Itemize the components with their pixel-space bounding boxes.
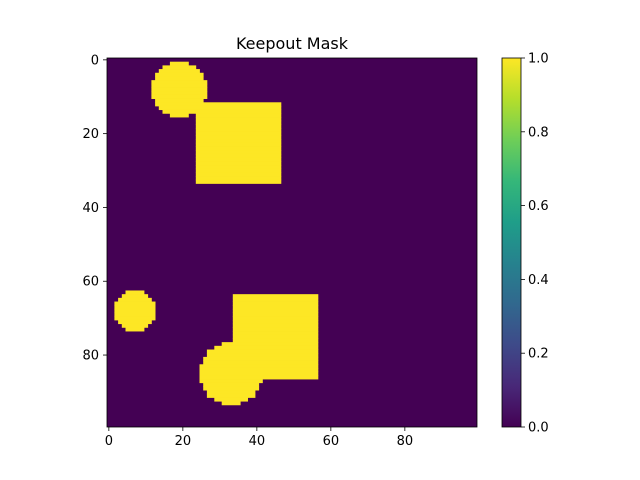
mask-cell-run <box>155 102 282 107</box>
mask-cell-run <box>195 131 282 136</box>
colorbar-tick-label: 0.2 <box>528 347 549 362</box>
y-tick-label: 60 <box>82 275 99 290</box>
mask-cell-run <box>195 153 282 159</box>
mask-cell-run <box>232 323 319 328</box>
x-tick-label: 20 <box>175 434 192 449</box>
mask-cell-run <box>199 379 263 384</box>
mask-cell-run <box>232 334 319 339</box>
mask-cell-run <box>118 297 152 302</box>
mask-cell-run <box>195 165 282 170</box>
mask-cell-run <box>199 367 319 373</box>
colorbar-tick-label: 1.0 <box>528 52 549 67</box>
mask-cell-run <box>195 146 282 151</box>
mask-cell-run <box>199 375 319 380</box>
mask-cell-run <box>114 308 156 314</box>
mask-cell-run <box>195 139 282 144</box>
mask-cell-run <box>151 80 208 85</box>
mask-cell-run <box>195 142 282 147</box>
mask-cell-run <box>232 331 319 336</box>
mask-cell-run <box>195 179 282 184</box>
mask-cell-run <box>221 342 319 347</box>
mask-cell-run <box>155 98 204 103</box>
mask-cell-run <box>155 72 204 77</box>
mask-cell-run <box>232 338 319 343</box>
mask-cell-run <box>162 65 197 70</box>
mask-cell-run <box>206 353 319 358</box>
mask-cell-run <box>206 349 319 354</box>
mask-cell-run <box>114 305 156 310</box>
mask-cell-run <box>169 113 189 118</box>
mask-cell-run <box>221 401 241 406</box>
x-tick-label: 0 <box>105 434 113 449</box>
mask-cell-run <box>232 319 319 325</box>
mask-cell-run <box>118 319 152 325</box>
mask-cell-run <box>232 297 319 302</box>
mask-cell-run <box>206 390 256 395</box>
mask-cell-run <box>158 105 282 111</box>
mask-cell-run <box>155 76 204 81</box>
y-tick-label: 80 <box>82 349 99 364</box>
mask-cell-run <box>195 168 282 173</box>
mask-cell-run <box>214 397 248 402</box>
colorbar-tick-label: 0.4 <box>528 273 549 288</box>
mask-cell-run <box>206 393 256 398</box>
mask-cell-run <box>203 360 319 365</box>
mask-cell-run <box>158 69 200 74</box>
heatmap-axes: 0 20 40 60 80 0 20 40 60 80 <box>82 53 478 449</box>
mask-cell-run <box>232 294 319 299</box>
mask-cell-run <box>195 161 282 166</box>
y-tick-label: 0 <box>91 53 99 68</box>
x-tick-label: 80 <box>397 434 414 449</box>
mask-cell-run <box>195 157 282 162</box>
mask-cell-run <box>195 135 282 140</box>
mask-cell-run <box>114 316 156 321</box>
colorbar: 0.0 0.2 0.4 0.6 0.8 1.0 <box>501 52 549 436</box>
mask-cell-run <box>195 117 282 122</box>
mask-cell-run <box>125 327 145 332</box>
mask-cell-run <box>125 290 145 295</box>
mask-cell-run <box>162 109 282 114</box>
plot-frame <box>106 57 478 428</box>
mask-cell-run <box>195 113 282 118</box>
mask-cell-run <box>232 301 319 306</box>
mask-cell-run <box>232 312 319 317</box>
colorbar-gradient <box>502 58 521 427</box>
colorbar-tick-label: 0.8 <box>528 125 549 140</box>
mask-cell-run <box>151 83 208 88</box>
mask-cell-run <box>114 312 156 317</box>
mask-cell-run <box>199 364 319 369</box>
y-tick-label: 20 <box>82 127 99 142</box>
mask-cell-run <box>121 323 149 328</box>
colorbar-frame <box>501 57 522 428</box>
mask-cell-run <box>195 150 282 155</box>
x-tick-label: 60 <box>323 434 340 449</box>
mask-cell-run <box>199 371 319 376</box>
mask-cell-run <box>203 386 260 391</box>
mask-cell-run <box>195 172 282 177</box>
x-tick-label: 40 <box>249 434 266 449</box>
mask-cell-run <box>195 124 282 129</box>
mask-cell-run <box>121 294 149 299</box>
mask-cell-run <box>195 176 282 181</box>
chart-title: Keepout Mask <box>236 34 349 53</box>
mask-cell-run <box>114 301 156 306</box>
mask-cell-run <box>232 305 319 310</box>
mask-cell-run <box>203 356 319 361</box>
mask-cell-run <box>169 61 189 66</box>
y-tick-label: 40 <box>82 201 99 216</box>
colorbar-tick-label: 0.6 <box>528 199 549 214</box>
colorbar-tick-label: 0.0 <box>528 421 549 436</box>
mask-cell-run <box>203 382 260 387</box>
mask-cell-run <box>195 120 282 125</box>
mask-cell-run <box>232 316 319 321</box>
heatmap-plot-area <box>107 58 477 427</box>
mask-cell-run <box>151 87 208 92</box>
mask-cell-run <box>195 128 282 133</box>
mask-cell-run <box>214 345 319 350</box>
mask-cell-run <box>151 91 208 96</box>
mask-cell-run <box>151 94 208 99</box>
mask-cell-run <box>232 308 319 314</box>
mask-cell-run <box>232 327 319 332</box>
